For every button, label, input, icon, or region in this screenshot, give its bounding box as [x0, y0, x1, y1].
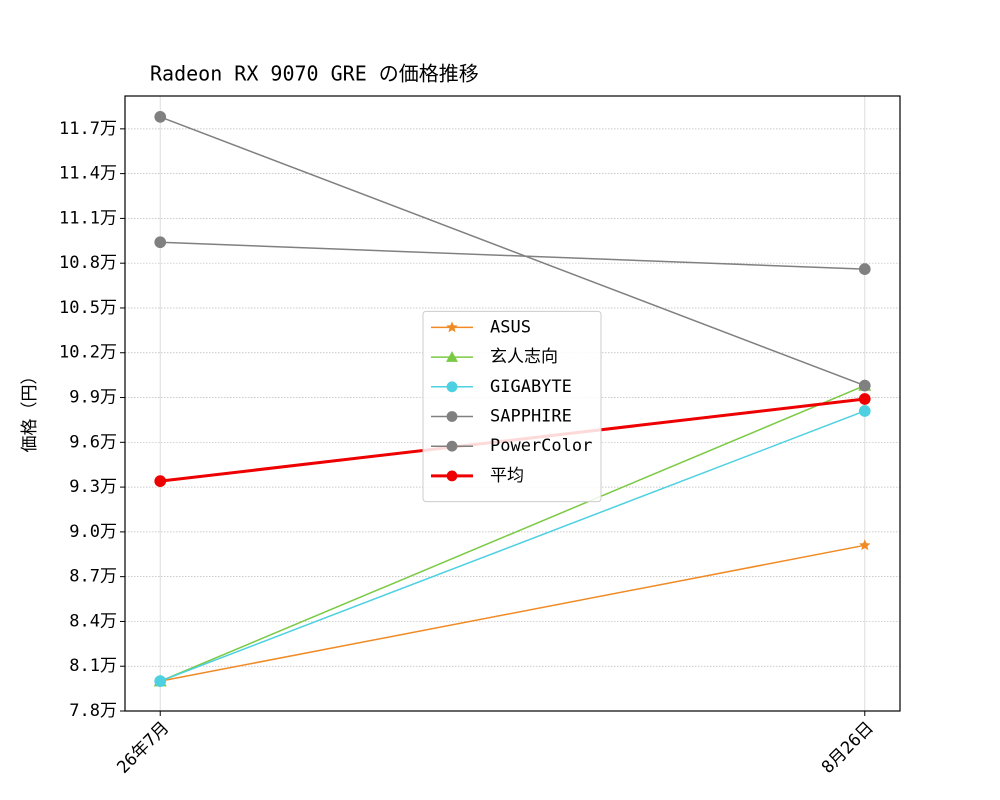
legend-label: PowerColor [490, 436, 592, 456]
legend-marker [446, 440, 458, 452]
legend-box [422, 310, 602, 503]
y-tick-label: 9.0万 [69, 522, 117, 542]
series-line [160, 544, 865, 682]
series-line [159, 410, 866, 682]
y-tick-label: 8.1万 [69, 656, 117, 676]
legend: ASUS 玄人志向 GIGABYTE SAPPHIRE PowerColor 平均 [422, 310, 602, 503]
y-axis-label: 価格（円） [20, 368, 40, 453]
series-line [160, 241, 865, 270]
series-line [159, 384, 866, 682]
y-tick-label: 11.7万 [59, 119, 117, 139]
legend-marker [446, 470, 458, 482]
marker [858, 379, 871, 392]
legend-label: SAPPHIRE [490, 407, 572, 427]
grid [125, 96, 900, 712]
y-tick-label: 10.5万 [59, 298, 117, 318]
chart-title: Radeon RX 9070 GRE の価格推移 [150, 62, 479, 86]
marker [858, 263, 871, 276]
y-tick-label: 9.9万 [69, 388, 117, 408]
y-tick-label: 11.1万 [59, 208, 117, 228]
y-tick-label: 7.8万 [69, 701, 117, 721]
marker [154, 675, 167, 687]
marker [858, 393, 871, 405]
plot-frame [124, 95, 901, 712]
y-tick-label: 9.6万 [69, 432, 117, 452]
marker [154, 475, 167, 487]
legend-marker [446, 351, 458, 362]
legend-marker [446, 411, 458, 422]
legend-label: ASUS [490, 317, 531, 337]
y-tick-label: 9.3万 [69, 477, 117, 497]
y-tick-label: 11.4万 [59, 164, 117, 184]
legend-marker [446, 321, 458, 333]
legend-label: 平均 [490, 466, 524, 486]
marker [154, 236, 167, 249]
marker [858, 405, 871, 417]
legend-label: GIGABYTE [490, 377, 572, 397]
legend-label: 玄人志向 [490, 347, 558, 367]
y-tick-label: 8.4万 [69, 611, 117, 631]
y-tick-label: 10.8万 [59, 253, 117, 273]
legend-marker [446, 381, 458, 393]
marker [859, 539, 871, 551]
series-line [159, 116, 866, 387]
marker [154, 111, 167, 123]
y-tick-label: 8.7万 [69, 567, 117, 587]
y-tick-label: 10.2万 [59, 343, 117, 363]
